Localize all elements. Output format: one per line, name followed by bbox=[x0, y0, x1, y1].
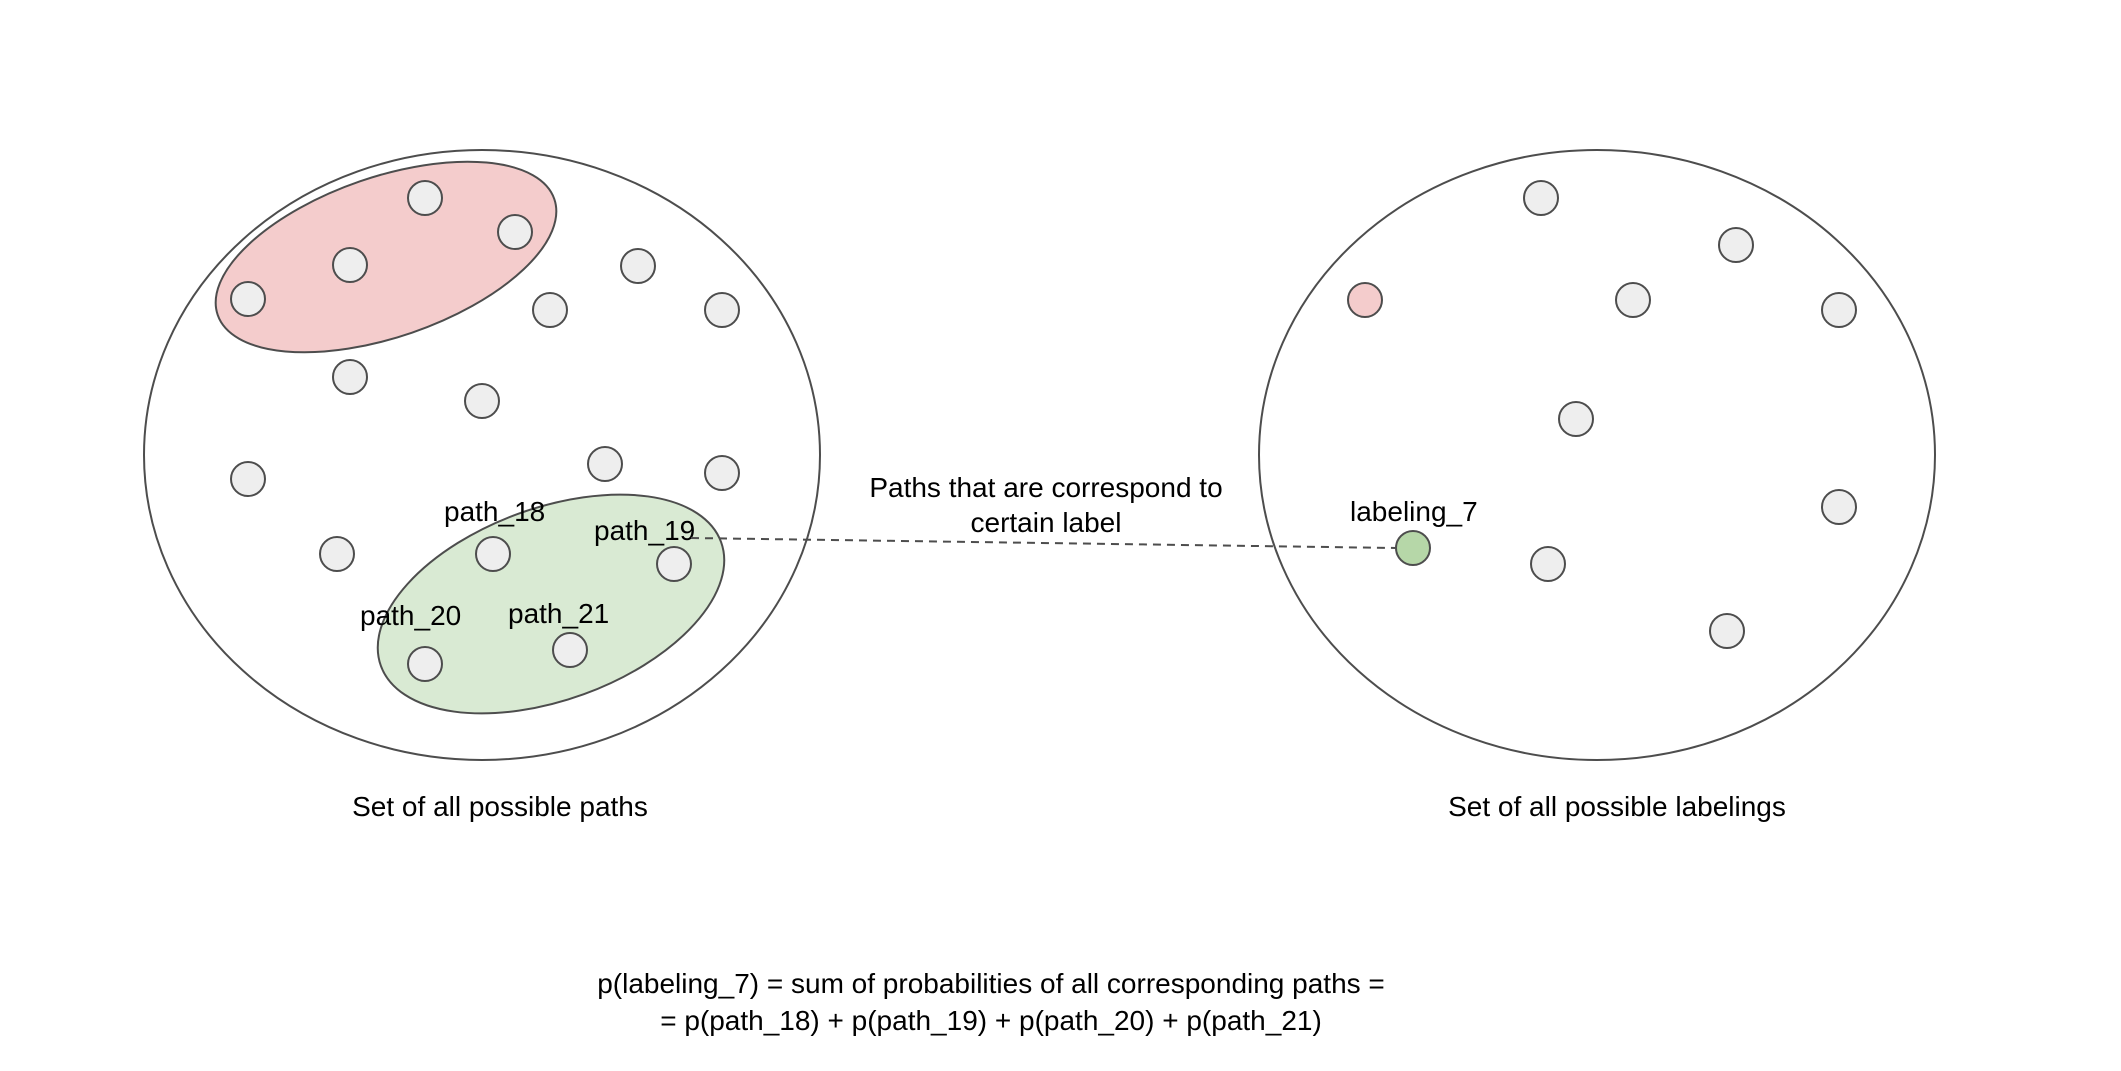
path-node-path-18 bbox=[475, 536, 511, 572]
path-node bbox=[230, 281, 266, 317]
path-node bbox=[332, 359, 368, 395]
path-node-path-19 bbox=[656, 546, 692, 582]
labeling-node bbox=[1558, 401, 1594, 437]
labeling-node bbox=[1530, 546, 1566, 582]
paths-set-caption: Set of all possible paths bbox=[352, 791, 648, 822]
labeling-node bbox=[1615, 282, 1651, 318]
path-node bbox=[620, 248, 656, 284]
path-node bbox=[319, 536, 355, 572]
labelings-set-caption: Set of all possible labelings bbox=[1448, 791, 1786, 822]
path-node bbox=[407, 180, 443, 216]
connector-caption-line-1: Paths that are correspond to bbox=[869, 472, 1222, 503]
labeling-node bbox=[1821, 489, 1857, 525]
labeling-node-labeling-7 bbox=[1395, 530, 1431, 566]
labelings-set-ellipse bbox=[1258, 149, 1936, 761]
path-node bbox=[497, 214, 533, 250]
path-node bbox=[464, 383, 500, 419]
green-path-subset bbox=[376, 493, 726, 715]
red-path-subset bbox=[214, 160, 558, 354]
connector-caption-line-2: certain label bbox=[971, 507, 1122, 538]
path-node bbox=[230, 461, 266, 497]
path-nodes bbox=[230, 180, 740, 682]
labeling-node-red bbox=[1347, 282, 1383, 318]
formula-line-2: = p(path_18) + p(path_19) + p(path_20) +… bbox=[660, 1005, 1322, 1036]
label-path-19: path_19 bbox=[594, 515, 695, 546]
path-node-path-21 bbox=[552, 632, 588, 668]
labeling-node bbox=[1718, 227, 1754, 263]
labeling-node bbox=[1709, 613, 1745, 649]
correspondence-connector bbox=[690, 537, 1397, 549]
label-path-21: path_21 bbox=[508, 598, 609, 629]
labeling-node bbox=[1523, 180, 1559, 216]
label-path-18: path_18 bbox=[444, 496, 545, 527]
label-labeling-7: labeling_7 bbox=[1350, 496, 1478, 527]
path-node bbox=[587, 446, 623, 482]
labeling-node bbox=[1821, 292, 1857, 328]
label-path-20: path_20 bbox=[360, 600, 461, 631]
path-node bbox=[704, 455, 740, 491]
path-node-path-20 bbox=[407, 646, 443, 682]
labeling-nodes bbox=[1347, 180, 1857, 649]
path-node bbox=[332, 247, 368, 283]
path-node bbox=[532, 292, 568, 328]
formula-line-1: p(labeling_7) = sum of probabilities of … bbox=[597, 968, 1385, 999]
path-node bbox=[704, 292, 740, 328]
